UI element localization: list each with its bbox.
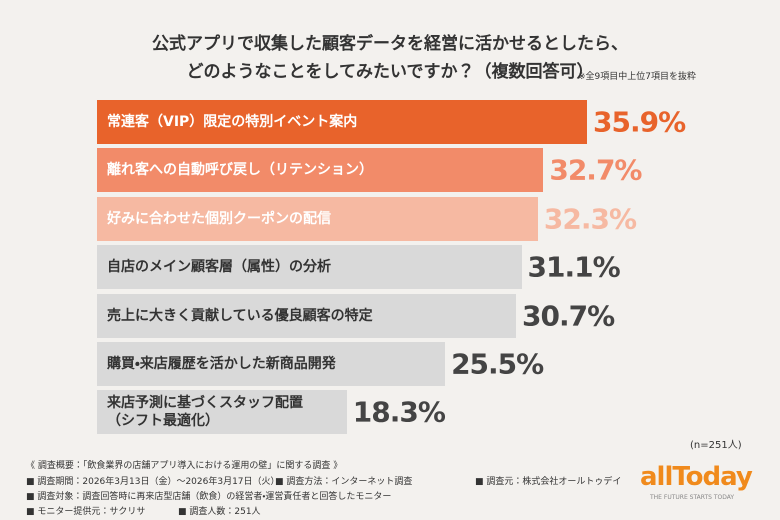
value-label: 18.3% xyxy=(352,395,446,429)
bar-label: 好みに合わせた個別クーポンの配信 xyxy=(107,210,331,227)
bar xyxy=(97,100,588,144)
bar-label: 来店予測に基づくスタッフ配置 （シフト最適化） xyxy=(107,395,303,430)
footer-heading: 《 調査概要：「飲食業界の店舗アプリ導入における運用の壁」に関する調査 》 xyxy=(26,461,343,471)
bar-label: 自店のメイン顧客層（属性）の分析 xyxy=(107,259,331,276)
bar xyxy=(97,148,544,193)
logo-tagline: THE FUTURE STARTS TODAY xyxy=(650,494,735,501)
value-label: 30.7% xyxy=(522,299,615,333)
value-label: 32.7% xyxy=(549,153,642,187)
bar xyxy=(97,245,522,290)
bar xyxy=(97,196,538,241)
footer-item: ■ 調査人数：251人 xyxy=(178,507,261,517)
footer-item: ■ モニター提供元：サクリサ xyxy=(26,507,146,517)
chart-title: 公式アプリで収集した顧客データを経営に活かせるとしたら、 どのようなことをしてみ… xyxy=(152,34,628,82)
footer-item: ■ 調査元：株式会社オールトゥデイ xyxy=(475,477,622,487)
bar-label: 常連客（VIP）限定の特別イベント案内 xyxy=(107,114,358,130)
bar-label: 売上に大きく貢献している優良顧客の特定 xyxy=(107,307,373,324)
value-label: 35.9% xyxy=(593,105,686,139)
value-label: 25.5% xyxy=(451,347,544,381)
subtitle: ※全9項目中上位7項目を抜粋 xyxy=(578,72,696,82)
bar xyxy=(97,342,446,386)
footer-item: ■ 調査方法：インターネット調査 xyxy=(275,477,413,487)
value-label: 32.3% xyxy=(543,202,637,236)
bar-label: 離れ客への自動呼び戻し（リテンション） xyxy=(107,162,373,179)
bar xyxy=(97,293,517,338)
footer-item: ■ 調査期間：2026年3月13日（金）～2026年3月17日（火） xyxy=(26,477,280,487)
bar-label: 購買・来店履歴を活かした新商品開発 xyxy=(107,356,336,372)
sample-note: (n=251人) xyxy=(690,440,742,451)
logo: allToday xyxy=(640,462,753,492)
footer-item: ■ 調査対象：調査回答時に再来店型店舗（飲食）の経営者・運営責任者と回答したモニ… xyxy=(26,492,392,502)
value-label: 31.1% xyxy=(527,250,621,284)
bar xyxy=(97,390,347,435)
